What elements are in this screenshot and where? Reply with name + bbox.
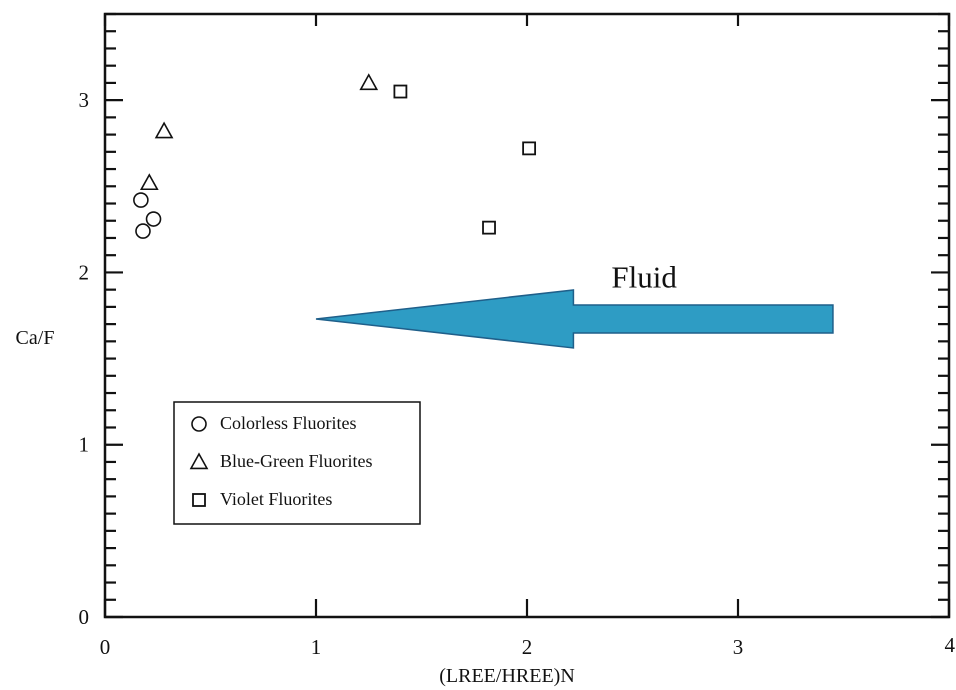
x-tick-label: 4 xyxy=(945,633,956,657)
legend-circle-icon xyxy=(191,416,207,432)
legend-label: Blue-Green Fluorites xyxy=(220,451,372,471)
legend-square-icon xyxy=(192,493,206,507)
x-axis-label: (LREE/HREE)N xyxy=(439,665,575,687)
y-axis-label: Ca/F xyxy=(16,327,55,349)
legend: Colorless Fluorites Blue-Green Fluorites V… xyxy=(173,401,421,525)
x-tick-labels: 0 1 2 3 4 xyxy=(100,633,956,659)
legend-label: Violet Fluorites xyxy=(220,489,332,509)
y-tick-label: 3 xyxy=(79,88,90,112)
x-tick-label: 0 xyxy=(100,635,111,659)
fluid-arrow-layer: Fluid xyxy=(315,260,834,349)
x-tick-label: 2 xyxy=(522,635,533,659)
y-tick-label: 2 xyxy=(79,260,90,284)
square-point xyxy=(393,84,408,99)
triangle-point xyxy=(359,73,379,91)
legend-item: Blue-Green Fluorites xyxy=(189,451,372,471)
fluid-label: Fluid xyxy=(611,260,677,295)
square-point xyxy=(482,220,496,235)
data-points xyxy=(133,73,537,239)
triangle-point xyxy=(154,121,174,139)
x-tick-label: 1 xyxy=(311,635,322,659)
legend-label: Colorless Fluorites xyxy=(220,413,357,433)
plot-frame xyxy=(103,12,951,619)
legend-triangle-icon xyxy=(189,452,209,470)
circle-point xyxy=(145,211,162,227)
y-tick-labels: 0 1 2 3 xyxy=(79,88,90,629)
circle-point xyxy=(133,192,149,208)
x-tick-label: 3 xyxy=(733,635,744,659)
triangle-point xyxy=(139,173,159,191)
y-tick-label: 0 xyxy=(79,605,90,629)
y-tick-label: 1 xyxy=(79,433,90,457)
fluid-arrow xyxy=(315,289,834,349)
axis-ticks xyxy=(103,12,951,619)
legend-item: Colorless Fluorites xyxy=(191,413,357,433)
square-point xyxy=(522,141,537,156)
legend-box xyxy=(173,401,421,525)
circle-point xyxy=(135,223,151,239)
legend-item: Violet Fluorites xyxy=(192,489,332,509)
